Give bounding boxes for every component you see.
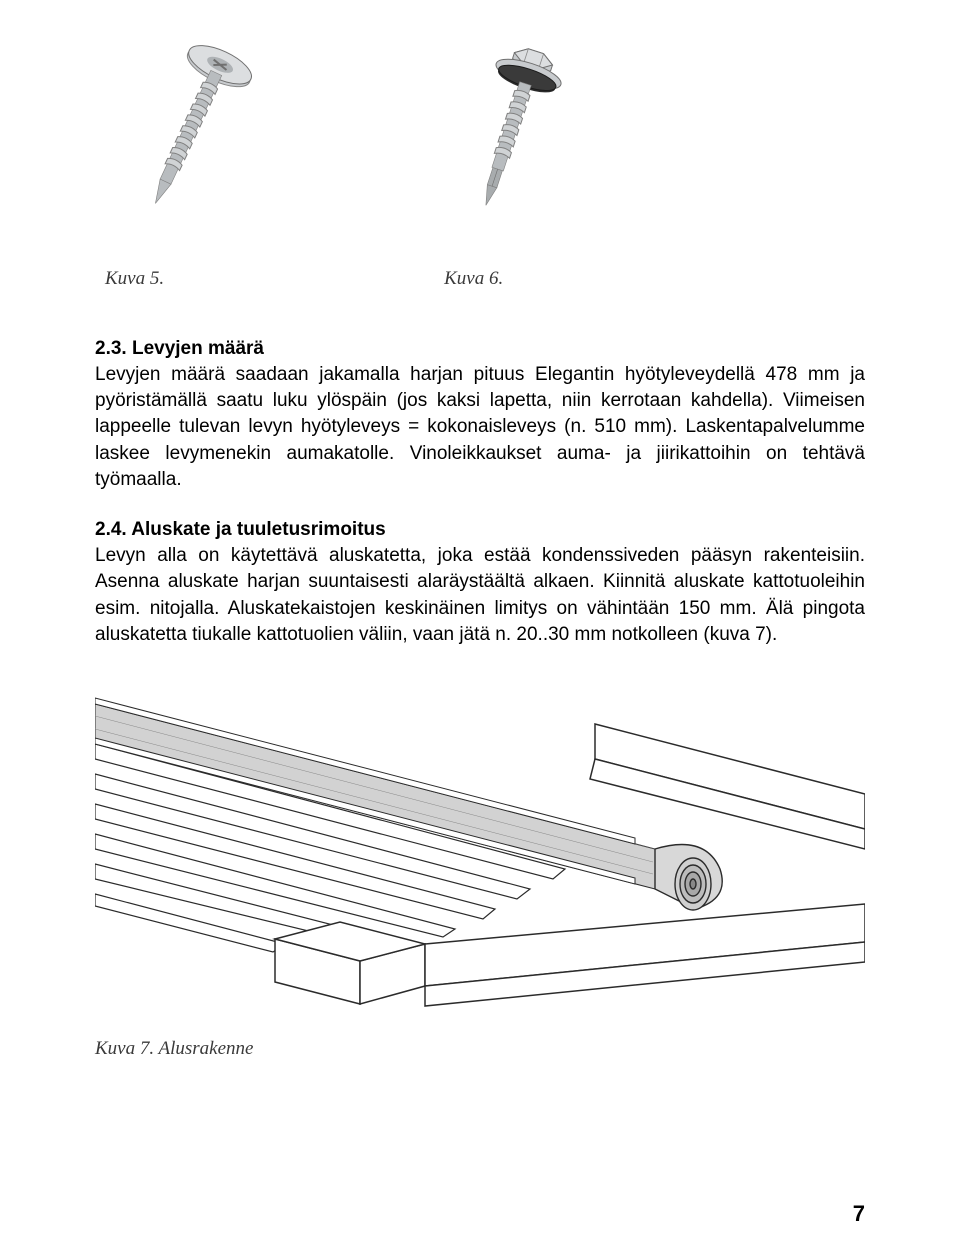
figure-screw-1 [115, 30, 255, 250]
caption-fig6: Kuva 6. [444, 268, 503, 290]
page-number: 7 [853, 1201, 865, 1227]
section-2-3: 2.3. Levyjen määrä Levyjen määrä saadaan… [95, 338, 865, 493]
figure-screw-2 [435, 30, 575, 250]
captions-row: Kuva 5. Kuva 6. [95, 268, 865, 290]
caption-fig5: Kuva 5. [105, 268, 164, 290]
section-2-4: 2.4. Aluskate ja tuuletusrimoitus Levyn … [95, 519, 865, 648]
figure-roof-underlayment [95, 674, 865, 1014]
section-2-4-body: Levyn alla on käytettävä aluskatetta, jo… [95, 543, 865, 648]
screws-row [95, 30, 865, 250]
caption-fig7: Kuva 7. Alusrakenne [95, 1038, 865, 1060]
section-2-4-heading: 2.4. Aluskate ja tuuletusrimoitus [95, 519, 865, 541]
section-2-3-heading: 2.3. Levyjen määrä [95, 338, 865, 360]
section-2-3-body: Levyjen määrä saadaan jakamalla harjan p… [95, 362, 865, 493]
